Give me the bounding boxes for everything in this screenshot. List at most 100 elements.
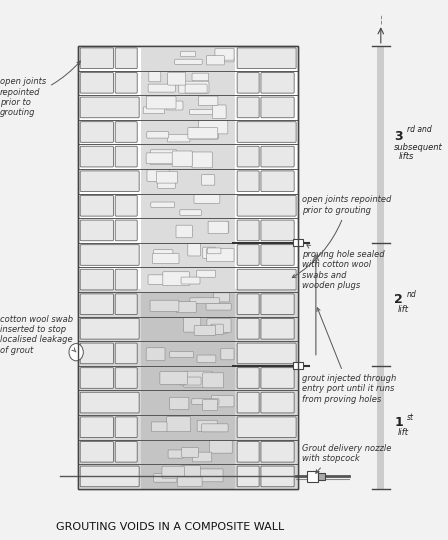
FancyBboxPatch shape [115, 368, 137, 388]
FancyBboxPatch shape [177, 477, 202, 487]
FancyBboxPatch shape [237, 368, 259, 388]
FancyBboxPatch shape [214, 293, 230, 302]
Text: cotton wool swab
inserted to stop
localised leakage
of grout: cotton wool swab inserted to stop locali… [0, 315, 76, 355]
FancyBboxPatch shape [206, 303, 231, 310]
Bar [141, 218, 235, 242]
FancyBboxPatch shape [237, 72, 259, 93]
FancyBboxPatch shape [143, 107, 164, 114]
FancyBboxPatch shape [146, 348, 165, 361]
FancyBboxPatch shape [192, 399, 219, 404]
FancyBboxPatch shape [261, 245, 294, 265]
FancyBboxPatch shape [80, 171, 139, 192]
FancyBboxPatch shape [185, 84, 207, 93]
FancyBboxPatch shape [207, 319, 231, 333]
FancyBboxPatch shape [207, 248, 234, 262]
FancyBboxPatch shape [181, 448, 199, 457]
FancyBboxPatch shape [151, 422, 167, 431]
FancyBboxPatch shape [80, 417, 113, 437]
FancyBboxPatch shape [261, 97, 294, 118]
FancyBboxPatch shape [184, 318, 201, 332]
FancyBboxPatch shape [237, 122, 296, 143]
FancyBboxPatch shape [154, 249, 173, 261]
FancyBboxPatch shape [192, 152, 212, 168]
FancyBboxPatch shape [202, 399, 218, 410]
Text: subsequent: subsequent [394, 143, 443, 152]
FancyBboxPatch shape [221, 348, 234, 360]
FancyBboxPatch shape [168, 134, 190, 142]
FancyBboxPatch shape [237, 97, 259, 118]
FancyBboxPatch shape [80, 442, 113, 462]
FancyBboxPatch shape [150, 300, 179, 312]
Text: nd: nd [407, 290, 417, 299]
FancyBboxPatch shape [80, 97, 139, 118]
FancyBboxPatch shape [202, 175, 215, 185]
Text: GROUTING VOIDS IN A COMPOSITE WALL: GROUTING VOIDS IN A COMPOSITE WALL [56, 522, 284, 531]
FancyBboxPatch shape [194, 194, 220, 204]
Bar [78, 292, 298, 366]
FancyBboxPatch shape [184, 371, 212, 387]
Bar [293, 362, 303, 369]
FancyBboxPatch shape [198, 469, 223, 482]
FancyBboxPatch shape [237, 245, 259, 265]
FancyBboxPatch shape [154, 474, 177, 482]
FancyBboxPatch shape [179, 81, 209, 93]
FancyBboxPatch shape [208, 221, 228, 234]
FancyBboxPatch shape [175, 59, 202, 64]
Bar [141, 390, 235, 415]
FancyBboxPatch shape [203, 247, 215, 259]
FancyBboxPatch shape [177, 302, 196, 313]
FancyBboxPatch shape [202, 373, 224, 388]
Bar [141, 267, 235, 292]
FancyBboxPatch shape [80, 368, 113, 388]
FancyBboxPatch shape [211, 395, 234, 407]
Circle shape [69, 343, 83, 361]
FancyBboxPatch shape [80, 269, 113, 290]
FancyBboxPatch shape [115, 48, 137, 69]
Text: lift: lift [398, 305, 409, 314]
FancyBboxPatch shape [166, 101, 183, 110]
FancyBboxPatch shape [188, 127, 218, 139]
Text: lift: lift [398, 428, 409, 437]
Text: 1: 1 [394, 416, 403, 429]
FancyBboxPatch shape [198, 96, 218, 105]
FancyBboxPatch shape [80, 319, 139, 339]
FancyBboxPatch shape [209, 221, 229, 233]
FancyBboxPatch shape [163, 272, 190, 286]
FancyBboxPatch shape [261, 392, 294, 413]
FancyBboxPatch shape [212, 326, 227, 334]
FancyBboxPatch shape [156, 171, 177, 183]
FancyBboxPatch shape [181, 277, 200, 284]
FancyBboxPatch shape [261, 171, 294, 192]
Bar [141, 292, 235, 316]
FancyBboxPatch shape [80, 146, 113, 167]
FancyBboxPatch shape [80, 195, 113, 216]
FancyBboxPatch shape [237, 343, 296, 364]
FancyBboxPatch shape [168, 450, 184, 458]
FancyBboxPatch shape [190, 298, 220, 303]
FancyBboxPatch shape [150, 150, 177, 165]
FancyBboxPatch shape [80, 122, 113, 143]
Bar [78, 375, 298, 489]
Text: proving hole sealed
with cotton wool
swabs and
wooden plugs: proving hole sealed with cotton wool swa… [302, 245, 385, 290]
Bar [141, 464, 235, 489]
FancyBboxPatch shape [147, 132, 169, 138]
Bar [141, 46, 235, 71]
FancyBboxPatch shape [198, 120, 228, 134]
FancyBboxPatch shape [115, 343, 137, 364]
FancyBboxPatch shape [261, 466, 294, 487]
Text: open joints
repointed
prior to
grouting: open joints repointed prior to grouting [0, 61, 80, 117]
Text: 2: 2 [394, 293, 403, 306]
FancyBboxPatch shape [188, 244, 201, 256]
Text: st: st [407, 413, 414, 422]
FancyBboxPatch shape [148, 275, 169, 285]
Bar [307, 471, 318, 482]
FancyBboxPatch shape [149, 71, 161, 82]
FancyBboxPatch shape [261, 220, 294, 241]
FancyBboxPatch shape [237, 48, 296, 69]
FancyBboxPatch shape [261, 294, 294, 314]
Bar [78, 46, 298, 489]
FancyBboxPatch shape [115, 269, 137, 290]
FancyBboxPatch shape [146, 96, 176, 109]
Bar [141, 169, 235, 193]
FancyBboxPatch shape [80, 220, 113, 241]
